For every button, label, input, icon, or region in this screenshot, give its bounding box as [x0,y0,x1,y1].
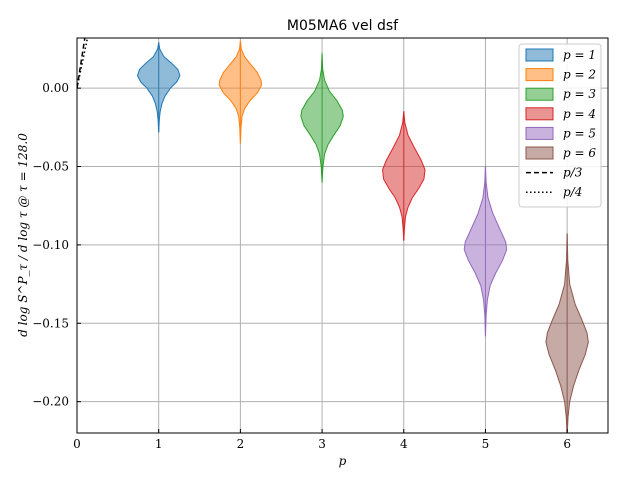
chart-title: M05MA6 vel dsf [287,18,399,34]
legend-label-p5: p = 5 [563,126,596,140]
legend-swatch-p6 [525,146,554,160]
legend: p = 1 p = 2 p = 3 p = 4 p = 5 p = 6 p/3 p/4 [518,43,602,208]
x-tick-label-2: 2 [237,437,245,451]
violins [136,40,589,433]
x-tick-label-6: 6 [563,437,571,451]
legend-label-p2: p = 2 [563,68,596,82]
legend-label-ref-1: p/3 [563,166,583,180]
legend-label-p6: p = 6 [563,146,596,160]
y-tick-label-0: 0.00 [42,81,69,95]
legend-swatch-p3 [525,87,554,101]
y-tick-label-4: −0.20 [32,395,69,409]
legend-swatch-p4 [525,107,554,121]
y-tick-label-3: −0.15 [32,316,69,330]
x-tick-label-4: 4 [400,437,408,451]
plot-frame [76,37,609,434]
legend-label-p3: p = 3 [563,87,596,101]
x-axis-label: p [339,454,347,468]
x-tick-label-1: 1 [155,437,163,451]
y-axis-label-group: d log S^P_τ / d log τ @ τ = 128.0 [16,133,30,337]
y-tick-label-1: −0.05 [32,160,69,174]
legend-swatch-p5 [525,126,554,140]
legend-label-ref-2: p/4 [563,185,582,199]
y-axis-ticks: 0.00 −0.05 −0.10 −0.15 −0.20 [32,81,81,409]
legend-box [518,43,602,208]
y-axis-label: d log S^P_τ / d log τ @ τ = 128.0 [16,133,30,337]
x-tick-label-0: 0 [73,437,81,451]
x-tick-label-3: 3 [318,437,326,451]
x-axis-ticks: 0 1 2 3 4 5 6 [73,429,571,451]
legend-swatch-p2 [525,68,554,82]
y-tick-label-2: −0.10 [32,238,69,252]
x-tick-label-5: 5 [482,437,490,451]
legend-label-p4: p = 4 [563,107,596,121]
legend-swatch-p1 [525,48,554,62]
legend-label-p1: p = 1 [563,48,596,62]
